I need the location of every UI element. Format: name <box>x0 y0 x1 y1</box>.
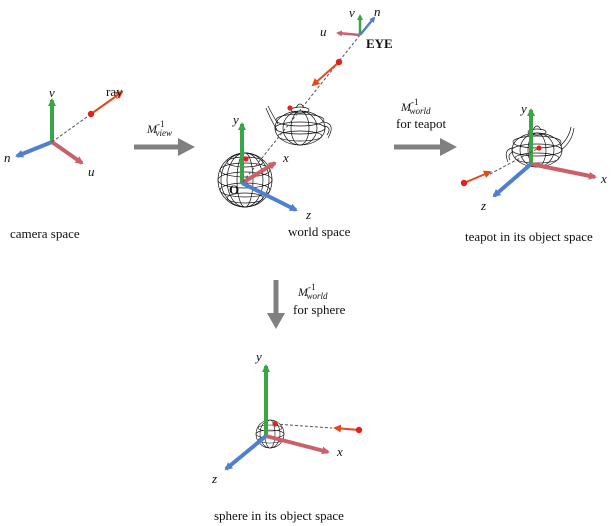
world-ray-arrow <box>311 61 340 87</box>
teapot-x-axis <box>530 162 597 180</box>
sphere-z-axis <box>224 434 268 471</box>
eye-n-axis <box>359 16 376 36</box>
camera-n-label: n <box>4 150 11 165</box>
world-z-axis <box>241 181 298 212</box>
world-sphere-wireframe <box>217 152 273 208</box>
teapot-x-label: x <box>600 171 607 186</box>
world-teapot-wireframe <box>265 103 332 146</box>
camera-ray-label: ray <box>106 84 123 99</box>
world-x-axis <box>240 161 277 185</box>
view-transform-arrowhead <box>178 138 195 156</box>
sphere-ray-dashed <box>274 423 333 429</box>
view-transform: M-1 view <box>134 119 195 156</box>
teapot-ray-dashed <box>489 147 540 175</box>
sphere-object-wireframe <box>255 419 285 449</box>
sphere-space-panel: y x z sphere in its object space <box>211 349 363 523</box>
teapot-z-axis <box>492 162 533 198</box>
camera-ray-origin-dot <box>87 110 95 118</box>
world-space-caption: world space <box>288 224 351 239</box>
teapot-space-panel: y x z teapot in its object space <box>460 101 607 244</box>
sphere-x-axis <box>265 434 330 455</box>
teapot-z-label: z <box>480 198 486 213</box>
teapot-y-label: y <box>519 101 527 116</box>
view-transform-label: M-1 view <box>146 119 172 138</box>
teapot-transform-note: for teapot <box>396 116 447 131</box>
sphere-x-label: x <box>336 444 343 459</box>
eye-u-axis <box>336 30 361 37</box>
sphere-z-label: z <box>211 471 217 486</box>
teapot-ray-origin-dot <box>460 179 468 187</box>
camera-n-axis <box>15 140 53 158</box>
camera-ray-arrow <box>90 90 124 115</box>
camera-ray-dashed <box>51 113 92 143</box>
world-ray-origin-dot <box>335 58 343 66</box>
world-space-panel: y x z O v n u EYE world space <box>217 4 393 239</box>
world-origin-label: O <box>229 182 239 197</box>
teapot-transform-label: M-1 world <box>400 97 431 116</box>
eye-n-label: n <box>374 4 381 19</box>
world-z-label: z <box>305 207 311 222</box>
camera-v-label: v <box>49 85 55 100</box>
sphere-ray-arrow <box>333 424 360 433</box>
world-ray-dashed <box>241 34 361 184</box>
eye-u-label: u <box>320 24 327 39</box>
sphere-y-label: y <box>254 349 262 364</box>
world-x-label: x <box>282 150 289 165</box>
camera-u-axis <box>50 140 84 165</box>
eye-label: EYE <box>366 36 393 51</box>
eye-v-label: v <box>349 5 355 20</box>
camera-space-caption: camera space <box>10 226 80 241</box>
world-ray-sphere-hit <box>243 156 249 162</box>
sphere-ray-hit <box>272 421 278 427</box>
sphere-transform-label: M-1 world <box>297 282 328 301</box>
camera-space-panel: v n u ray camera space <box>4 84 124 241</box>
camera-u-label: u <box>88 164 95 179</box>
sphere-ray-origin-dot <box>355 426 363 434</box>
sphere-space-caption: sphere in its object space <box>214 508 344 523</box>
teapot-transform-arrowhead <box>440 138 457 156</box>
teapot-ray-arrow <box>463 170 492 184</box>
world-ray-teapot-hit <box>287 105 293 111</box>
sphere-transform-note: for sphere <box>293 302 346 317</box>
world-teapot-transform: M-1 world for teapot <box>394 97 457 156</box>
world-sphere-transform: M-1 world for sphere <box>267 280 346 329</box>
teapot-ray-hit <box>536 145 542 151</box>
sphere-transform-arrowhead <box>267 313 285 329</box>
teapot-space-caption: teapot in its object space <box>465 229 593 244</box>
world-y-label: y <box>231 112 239 127</box>
